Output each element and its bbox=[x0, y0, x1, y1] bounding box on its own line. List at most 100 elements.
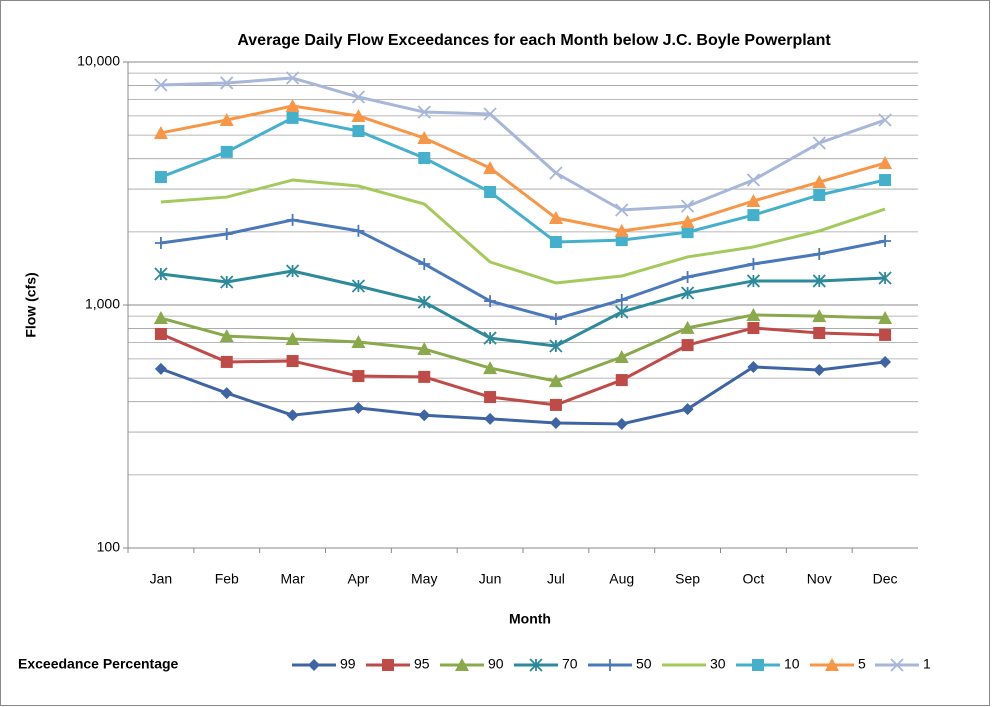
marker bbox=[879, 355, 892, 368]
legend-marker bbox=[752, 659, 764, 671]
marker bbox=[154, 362, 167, 375]
chart-title: Average Daily Flow Exceedances for each … bbox=[237, 32, 831, 49]
x-axis-label: Month bbox=[509, 611, 551, 627]
marker bbox=[483, 361, 498, 375]
series-line bbox=[160, 269, 886, 348]
marker bbox=[418, 257, 431, 270]
marker bbox=[746, 173, 761, 187]
marker bbox=[813, 188, 826, 201]
marker bbox=[878, 311, 893, 325]
marker bbox=[812, 274, 826, 288]
y-tick-label: 10,000 bbox=[77, 53, 120, 69]
marker bbox=[154, 78, 168, 92]
marker bbox=[615, 293, 628, 306]
marker bbox=[812, 175, 827, 189]
marker bbox=[352, 370, 365, 383]
legend-label: 1 bbox=[923, 656, 931, 672]
y-tick-label: 100 bbox=[97, 539, 121, 555]
legend-marker bbox=[382, 659, 394, 671]
marker bbox=[418, 151, 431, 164]
marker bbox=[483, 160, 498, 174]
legend-label: 99 bbox=[340, 656, 356, 672]
marker bbox=[352, 224, 365, 237]
marker bbox=[549, 416, 562, 429]
marker bbox=[747, 322, 760, 335]
series bbox=[160, 178, 886, 285]
marker bbox=[417, 131, 432, 145]
marker bbox=[219, 113, 234, 127]
legend-label: 90 bbox=[488, 656, 504, 672]
marker bbox=[747, 209, 760, 222]
marker bbox=[813, 326, 826, 339]
legend-marker bbox=[308, 659, 320, 671]
marker bbox=[153, 311, 168, 325]
marker bbox=[154, 236, 167, 249]
series-line bbox=[160, 218, 886, 321]
marker bbox=[484, 412, 497, 425]
marker bbox=[879, 328, 892, 341]
marker bbox=[614, 349, 629, 363]
marker bbox=[615, 203, 629, 217]
marker bbox=[680, 320, 695, 334]
marker bbox=[746, 307, 761, 321]
marker bbox=[220, 387, 233, 400]
marker bbox=[681, 226, 694, 239]
legend-label: 70 bbox=[562, 656, 578, 672]
marker bbox=[813, 364, 826, 377]
y-tick-label: 1,000 bbox=[85, 296, 120, 312]
x-tick-label: Jul bbox=[547, 571, 565, 587]
marker bbox=[418, 409, 431, 422]
marker bbox=[286, 111, 299, 124]
marker bbox=[417, 342, 432, 356]
series bbox=[154, 213, 892, 325]
marker bbox=[615, 374, 628, 387]
marker bbox=[549, 398, 562, 411]
marker bbox=[549, 339, 563, 353]
marker bbox=[879, 174, 892, 187]
series-line bbox=[160, 76, 886, 212]
x-tick-label: Dec bbox=[873, 571, 898, 587]
legend-marker bbox=[455, 658, 469, 671]
marker bbox=[219, 329, 234, 343]
marker bbox=[484, 391, 497, 404]
series-line bbox=[160, 313, 886, 383]
marker bbox=[154, 267, 168, 281]
marker bbox=[417, 105, 431, 119]
x-tick-label: Aug bbox=[609, 571, 634, 587]
marker bbox=[878, 113, 892, 127]
y-axis-label: Flow (cfs) bbox=[23, 272, 39, 337]
marker bbox=[153, 125, 168, 139]
marker bbox=[878, 156, 893, 170]
marker bbox=[812, 309, 827, 323]
legend-label: 10 bbox=[784, 656, 800, 672]
marker bbox=[615, 234, 628, 247]
x-tick-label: Feb bbox=[215, 571, 239, 587]
marker bbox=[483, 331, 497, 345]
marker bbox=[680, 214, 695, 228]
x-tick-label: Oct bbox=[743, 571, 765, 587]
marker bbox=[879, 234, 892, 247]
marker bbox=[351, 90, 366, 104]
marker bbox=[285, 264, 300, 278]
marker bbox=[286, 409, 299, 422]
marker bbox=[548, 211, 563, 225]
marker bbox=[286, 355, 299, 368]
marker bbox=[746, 274, 761, 288]
legend-label: 50 bbox=[636, 656, 652, 672]
x-tick-label: Jun bbox=[479, 571, 502, 587]
marker bbox=[549, 236, 562, 249]
marker bbox=[549, 166, 563, 180]
marker bbox=[417, 295, 431, 309]
marker bbox=[614, 223, 629, 237]
marker bbox=[285, 71, 300, 85]
legend-marker bbox=[529, 658, 543, 672]
series bbox=[154, 355, 892, 430]
legend-label: 95 bbox=[414, 656, 430, 672]
marker bbox=[418, 370, 431, 383]
series bbox=[154, 264, 892, 353]
grid bbox=[128, 61, 918, 549]
marker bbox=[352, 401, 365, 414]
series-line bbox=[160, 116, 886, 244]
